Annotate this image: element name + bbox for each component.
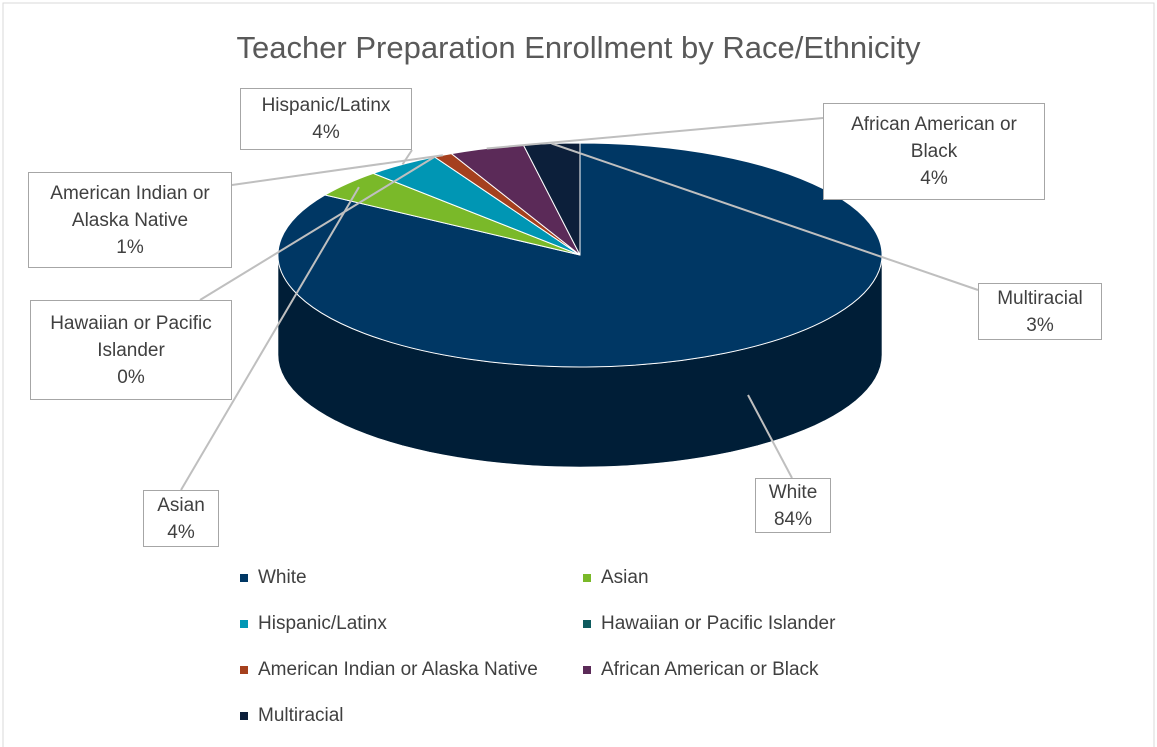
data-label: Hispanic/Latinx 4% [240, 88, 412, 150]
data-label-value: 1% [116, 236, 144, 258]
legend-label: Asian [601, 567, 649, 588]
data-label-value: 4% [167, 521, 195, 543]
legend-item: Asian [583, 566, 649, 590]
legend-label: Hispanic/Latinx [258, 613, 387, 634]
legend-item: Hawaiian or Pacific Islander [583, 612, 835, 636]
legend-swatch [240, 620, 248, 628]
legend-swatch [583, 574, 591, 582]
legend-label: Multiracial [258, 705, 344, 726]
legend-swatch [240, 712, 248, 720]
data-label-value: 0% [117, 366, 145, 388]
data-label: American Indian or Alaska Native 1% [28, 172, 232, 268]
data-label-name: White [768, 481, 818, 503]
legend-item: White [240, 566, 307, 590]
data-label-name: Asian [157, 494, 205, 516]
legend-item: Hispanic/Latinx [240, 612, 387, 636]
data-label-name: American Indian or Alaska Native [50, 182, 210, 231]
leader-line [486, 117, 824, 150]
leader-line [401, 149, 413, 165]
legend-label: African American or Black [601, 659, 819, 680]
data-label-value: 84% [773, 508, 813, 530]
data-label: Hawaiian or Pacific Islander 0% [30, 300, 232, 400]
legend-swatch [583, 666, 591, 674]
chart-title: Teacher Preparation Enrollment by Race/E… [236, 30, 921, 65]
leader-line [747, 394, 793, 479]
data-label: Multiracial 3% [978, 283, 1102, 340]
legend-item: African American or Black [583, 658, 819, 682]
legend-label: Hawaiian or Pacific Islander [601, 613, 836, 634]
data-label: White 84% [755, 478, 831, 533]
data-label-value: 4% [312, 122, 340, 143]
leader-line [231, 154, 444, 186]
legend-swatch [240, 666, 248, 674]
legend-item: Multiracial [240, 704, 344, 728]
data-label: Asian 4% [143, 490, 219, 547]
legend-swatch [240, 574, 248, 582]
data-label-name: Hispanic/Latinx [261, 95, 391, 116]
legend-label: American Indian or Alaska Native [258, 659, 538, 680]
data-label-name: African American or Black [851, 114, 1017, 162]
leader-line [180, 186, 360, 491]
data-label: African American or Black 4% [823, 103, 1045, 200]
legend-label: White [258, 567, 307, 588]
leader-line [199, 156, 436, 301]
data-label-value: 3% [1026, 314, 1054, 336]
data-label-name: Hawaiian or Pacific Islander [50, 312, 212, 361]
data-label-value: 4% [920, 168, 948, 189]
leader-line [551, 142, 979, 291]
legend-swatch [583, 620, 591, 628]
data-label-name: Multiracial [997, 287, 1083, 309]
legend-item: American Indian or Alaska Native [240, 658, 538, 682]
